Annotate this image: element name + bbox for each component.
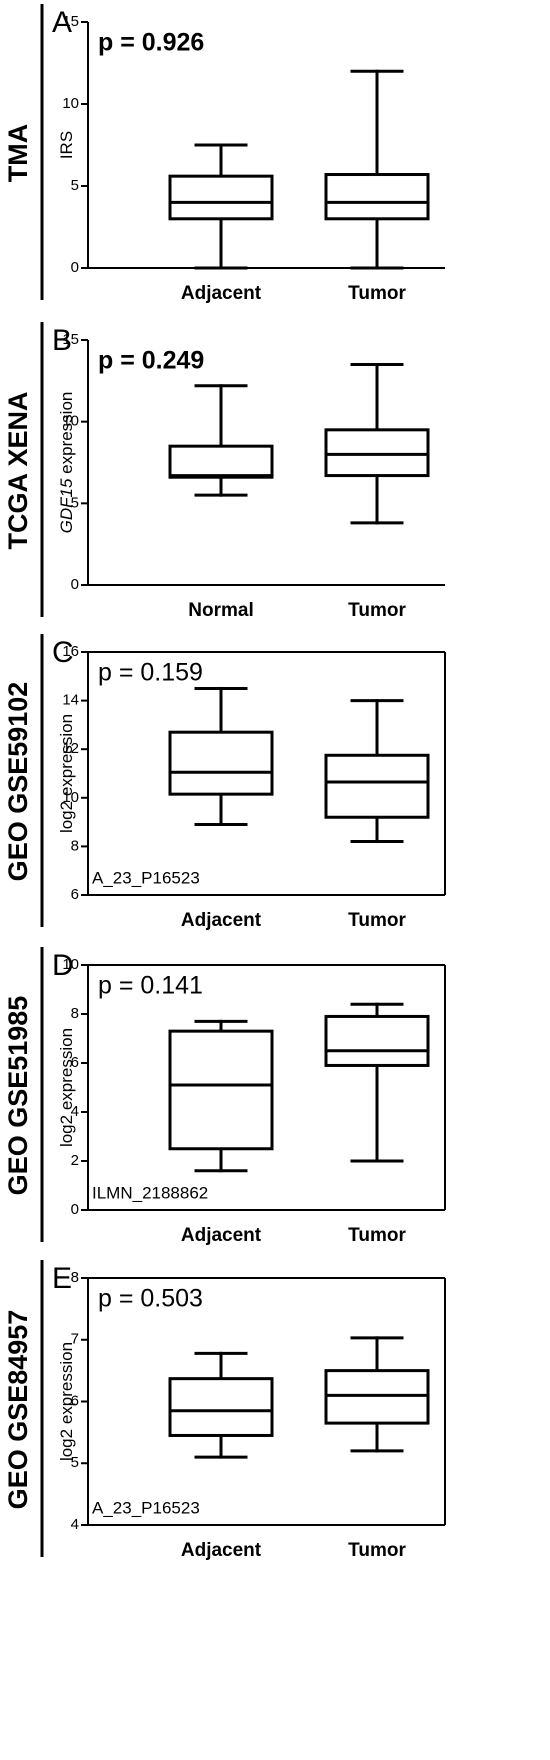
box	[168, 174, 274, 221]
y-axis-label: IRS	[57, 131, 76, 159]
box	[324, 428, 430, 478]
y-axis-label-text: log2 expression	[57, 1028, 76, 1147]
probe-label: A_23_P16523	[92, 1498, 200, 1517]
y-tick-label: 6	[71, 1392, 79, 1409]
probe-label: ILMN_2188862	[92, 1183, 208, 1202]
box	[168, 1377, 274, 1437]
panel-letter: B	[52, 324, 72, 357]
y-tick-label: 6	[71, 886, 79, 903]
box	[324, 173, 430, 221]
y-tick-label: 12	[62, 740, 79, 757]
x-tick-label: Adjacent	[181, 1540, 262, 1561]
y-tick-label: 15	[62, 331, 79, 348]
y-tick-label: 10	[62, 413, 79, 430]
x-tick-label: Tumor	[348, 1540, 406, 1561]
y-tick-label: 4	[71, 1103, 79, 1120]
y-axis-label-text: log2 expression	[57, 1342, 76, 1461]
row-label: GEO GSE51985	[3, 996, 33, 1196]
y-tick-label: 15	[62, 13, 79, 30]
y-tick-label: 5	[71, 1454, 79, 1471]
box	[168, 730, 274, 796]
y-tick-label: 4	[71, 1516, 79, 1533]
box	[324, 1369, 430, 1425]
row-label: GEO GSE59102	[3, 682, 33, 882]
p-value: p = 0.926	[98, 29, 204, 57]
y-tick-label: 5	[71, 177, 79, 194]
panel-letter: C	[52, 636, 74, 669]
y-axis-label: log2 expression	[57, 714, 76, 833]
row-label: TMA	[3, 124, 33, 182]
y-tick-label: 8	[71, 1269, 79, 1286]
x-tick-label: Normal	[188, 600, 253, 621]
y-axis-label: log2 expression	[57, 1342, 76, 1461]
row-label: GEO GSE84957	[3, 1310, 33, 1510]
panel-letter: E	[52, 1262, 72, 1295]
box	[168, 444, 274, 479]
y-tick-label: 6	[71, 1054, 79, 1071]
x-tick-label: Adjacent	[181, 283, 262, 304]
x-tick-label: Adjacent	[181, 910, 262, 931]
y-tick-label: 0	[71, 576, 79, 593]
x-tick-label: Tumor	[348, 1225, 406, 1246]
x-tick-label: Tumor	[348, 600, 406, 621]
y-axis-label-text: IRS	[57, 131, 76, 159]
panel: TMA A IRS 0 5 10 15 p = 0.926 Adjacent Tumor	[3, 4, 445, 304]
box	[168, 1029, 274, 1151]
x-tick-label: Adjacent	[181, 1225, 262, 1246]
row-label: TCGA XENA	[3, 391, 33, 549]
y-axis-label-gene: GDF15	[57, 478, 76, 533]
y-tick-label: 8	[71, 1005, 79, 1022]
panel-letter: A	[52, 6, 72, 39]
x-tick-label: Tumor	[348, 910, 406, 931]
probe-label: A_23_P16523	[92, 868, 200, 887]
y-axis-label: log2 expression	[57, 1028, 76, 1147]
y-tick-label: 5	[71, 494, 79, 511]
y-tick-label: 0	[71, 1201, 79, 1218]
box	[324, 753, 430, 819]
y-tick-label: 16	[62, 643, 79, 660]
p-value: p = 0.159	[98, 659, 203, 687]
y-tick-label: 10	[62, 789, 79, 806]
y-tick-label: 2	[71, 1152, 79, 1169]
x-tick-label: Tumor	[348, 283, 406, 304]
y-tick-label: 0	[71, 259, 79, 276]
y-tick-label: 10	[62, 956, 79, 973]
p-value: p = 0.141	[98, 972, 203, 1000]
y-axis-label-text: expression	[57, 392, 76, 474]
p-value: p = 0.503	[98, 1285, 203, 1313]
y-tick-label: 10	[62, 95, 79, 112]
y-tick-label: 8	[71, 837, 79, 854]
panel: TCGA XENA B GDF15 expression 0 5 10 15 p = 0.24…	[3, 322, 445, 621]
p-value: p = 0.249	[98, 347, 204, 375]
box	[324, 1014, 430, 1067]
y-tick-label: 7	[71, 1331, 79, 1348]
panel-letter: D	[52, 949, 74, 982]
y-tick-label: 14	[62, 692, 79, 709]
y-axis-label: GDF15 expression	[57, 392, 76, 534]
y-axis-label-text: log2 expression	[57, 714, 76, 833]
